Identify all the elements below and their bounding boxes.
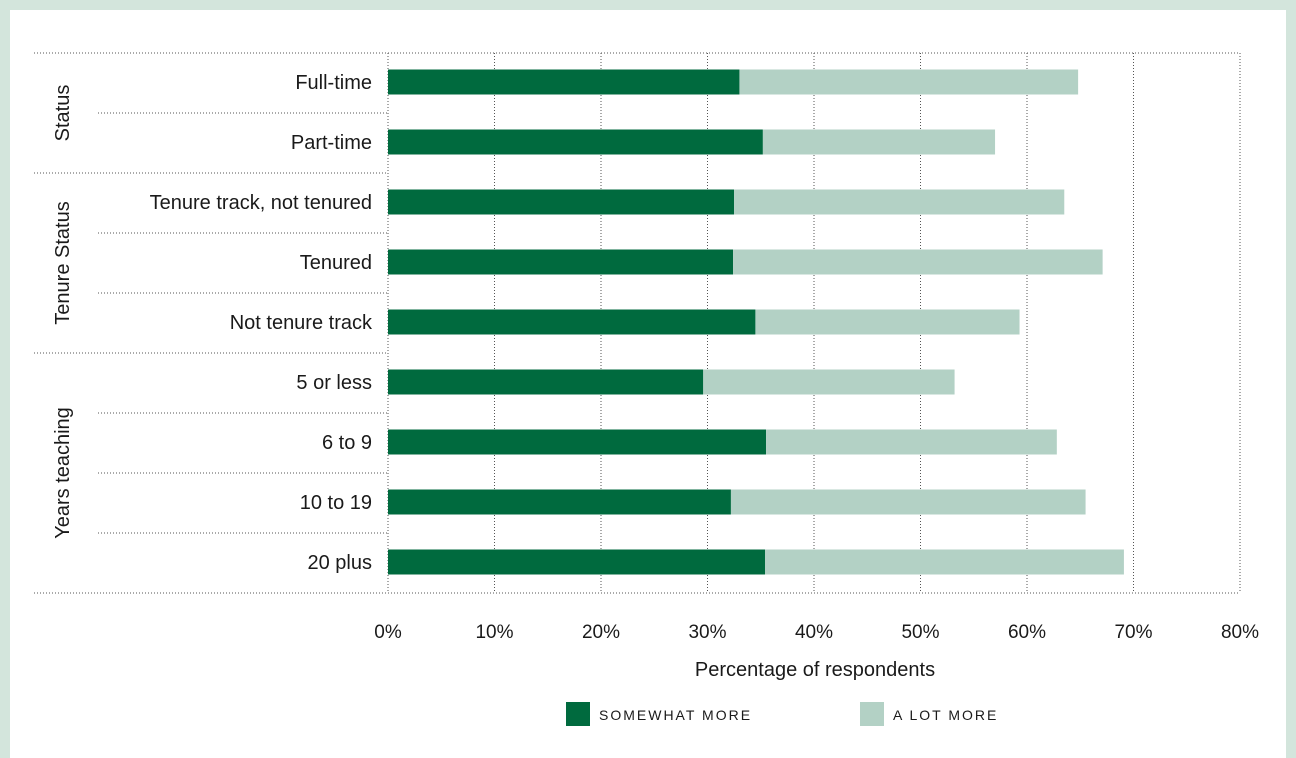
bar-somewhat-more xyxy=(388,69,740,95)
bar-a-lot-more xyxy=(755,309,1020,335)
legend-swatch-a-lot-more xyxy=(860,702,884,726)
x-tick-label: 80% xyxy=(1221,622,1259,643)
bar-somewhat-more xyxy=(388,369,704,395)
bar-a-lot-more xyxy=(739,69,1079,95)
bar-a-lot-more xyxy=(734,189,1065,215)
category-label: Part-time xyxy=(291,132,372,154)
group-label: Status xyxy=(52,85,74,142)
category-label: Tenure track, not tenured xyxy=(150,192,372,214)
legend-label-a-lot-more: A LOT MORE xyxy=(893,707,998,723)
x-tick-label: 50% xyxy=(901,622,939,643)
bar-a-lot-more xyxy=(703,369,955,395)
category-label: 5 or less xyxy=(296,372,372,394)
bar-a-lot-more xyxy=(762,129,996,155)
category-label: Not tenure track xyxy=(230,312,373,334)
bar-somewhat-more xyxy=(388,189,735,215)
x-tick-label: 0% xyxy=(374,622,402,643)
group-label: Years teaching xyxy=(52,407,74,539)
bar-a-lot-more xyxy=(730,489,1086,515)
x-tick-label: 40% xyxy=(795,622,833,643)
x-tick-label: 60% xyxy=(1008,622,1046,643)
x-axis-title: Percentage of respondents xyxy=(695,659,935,681)
category-label: Tenured xyxy=(300,252,372,274)
bar-somewhat-more xyxy=(388,129,763,155)
bar-somewhat-more xyxy=(388,249,734,275)
x-tick-label: 20% xyxy=(582,622,620,643)
group-label: Tenure Status xyxy=(52,201,74,324)
category-label: Full-time xyxy=(295,72,372,94)
category-label: 6 to 9 xyxy=(322,432,372,454)
x-tick-label: 10% xyxy=(475,622,513,643)
bar-somewhat-more xyxy=(388,549,766,575)
x-tick-label: 30% xyxy=(688,622,726,643)
bar-a-lot-more xyxy=(765,549,1124,575)
bar-somewhat-more xyxy=(388,429,767,455)
bar-a-lot-more xyxy=(733,249,1103,275)
category-label: 20 plus xyxy=(308,552,373,574)
bar-somewhat-more xyxy=(388,489,731,515)
bar-somewhat-more xyxy=(388,309,756,335)
legend-label-somewhat-more: SOMEWHAT MORE xyxy=(599,707,752,723)
category-label: 10 to 19 xyxy=(300,492,372,514)
chart-panel: Full-time Part-time Tenure track, not tenu… xyxy=(10,10,1286,758)
x-tick-label: 70% xyxy=(1114,622,1152,643)
legend-swatch-somewhat-more xyxy=(566,702,590,726)
stacked-bar-chart: Full-time Part-time Tenure track, not tenu… xyxy=(34,52,1259,726)
bar-a-lot-more xyxy=(766,429,1057,455)
